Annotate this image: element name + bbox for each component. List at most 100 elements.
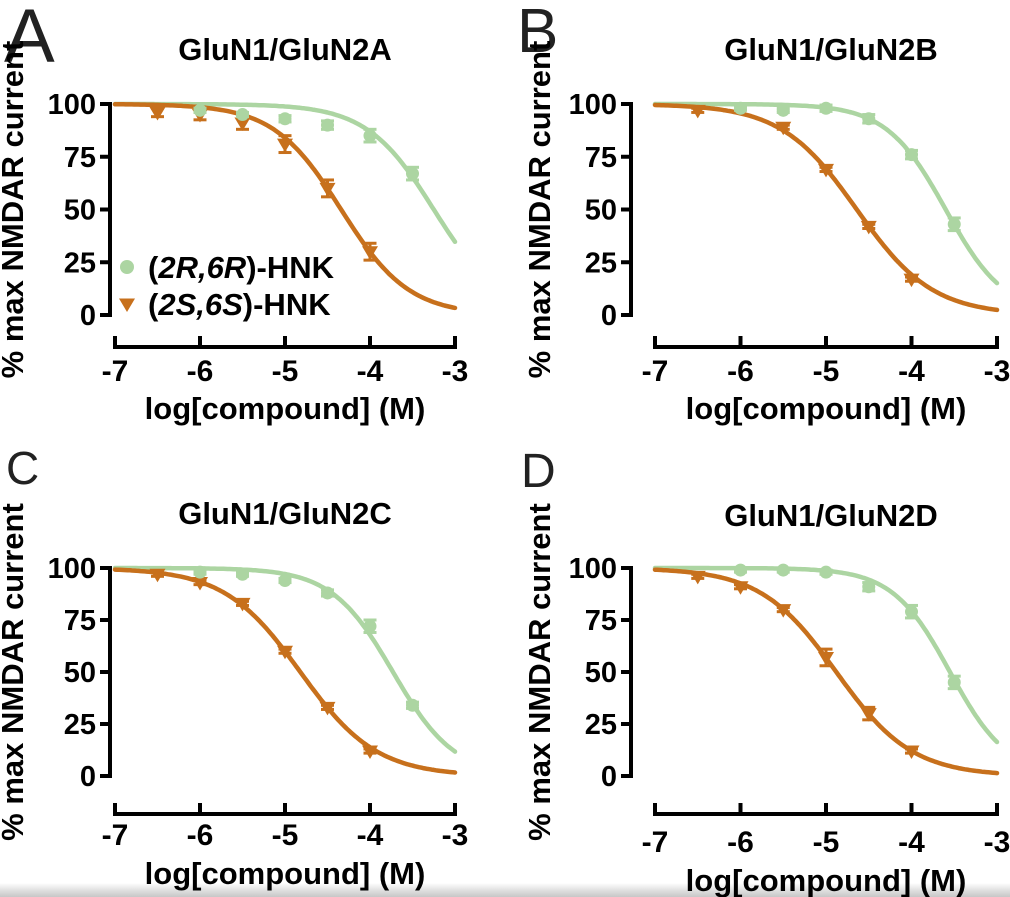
x-tick-label: -5 [272,355,299,388]
data-point-circle-2r6r-hnk [236,567,249,581]
data-point-circle-2r6r-hnk [776,563,790,577]
data-point-circle-2r6r-hnk [278,573,292,587]
x-tick-label: -6 [187,355,214,388]
y-tick-label: 25 [585,709,617,741]
fit-curve-2s6s-hnk [652,567,1000,776]
data-point-circle-2r6r-hnk [862,112,876,126]
data-point-triangle-2s6s-hnk [234,597,251,612]
data-point-triangle-2s6s-hnk [775,604,792,618]
y-tick-label: 75 [64,605,96,637]
y-tick-label: 75 [585,142,617,174]
x-tick-label: -7 [102,355,129,388]
x-tick-label: -7 [642,355,669,388]
data-point-triangle-2s6s-hnk [149,106,166,121]
y-tick-label: 100 [48,89,96,121]
x-tick-label: -7 [642,826,669,859]
data-point-triangle-2s6s-hnk [818,651,834,666]
x-tick-label: -5 [813,826,840,859]
y-tick-label: 25 [585,247,617,279]
data-point-circle-2r6r-hnk [278,112,292,126]
data-point-triangle-2s6s-hnk [732,581,749,595]
data-point-circle-2r6r-hnk [862,580,876,594]
x-tick-label: -3 [984,355,1010,388]
panel-b-chart: B GluN1/GluN2B 100 75 50 25 0 % max NMDAR curre… [517,0,1010,426]
x-tick-label: -5 [813,355,840,388]
data-point-triangle-2s6s-hnk [362,246,378,260]
legend-marker-circle [120,260,134,274]
panel-letter: A [4,0,55,79]
data-point-circle-2r6r-hnk [819,565,833,579]
panel-letter: B [517,0,558,66]
data-point-triangle-2s6s-hnk [903,745,920,760]
data-point-triangle-2s6s-hnk [903,273,920,288]
panel-d-chart: D GluN1/GluN2D 100 75 50 25 0 % max NMDAR curre… [521,445,1010,897]
data-point-triangle-2s6s-hnk [860,708,877,722]
data-point-circle-2r6r-hnk [363,129,377,143]
x-tick-label: -4 [357,819,384,852]
screenshot-bottom-band [0,883,1010,897]
x-tick-label: -3 [984,826,1010,859]
y-tick-label: 100 [48,553,96,585]
data-point-triangle-2s6s-hnk [277,645,293,660]
fit-curve-2r6r-hnk [112,565,458,754]
y-axis-title: % max NMDAR current [0,503,30,841]
data-point-triangle-2s6s-hnk [362,745,378,760]
x-tick-label: -4 [898,826,925,859]
y-tick-label: 50 [585,195,617,227]
data-point-triangle-2s6s-hnk [319,701,336,716]
data-point-triangle-2s6s-hnk [689,570,706,585]
x-axis-title: log[compound] (M) [686,391,967,426]
data-point-circle-2r6r-hnk [193,565,207,579]
x-tick-label: -6 [727,355,754,388]
panel-title: GluN1/GluN2D [724,498,938,533]
x-axis-title: log[compound] (M) [686,863,967,897]
data-point-triangle-2s6s-hnk [689,104,706,119]
data-point-circle-2r6r-hnk [321,118,334,132]
y-tick-label: 0 [80,300,96,332]
panel-title: GluN1/GluN2B [724,32,938,67]
x-axis-title: log[compound] (M) [145,391,426,426]
legend-marker-triangle [119,298,135,312]
data-point-circle-2r6r-hnk [905,605,918,619]
data-point-circle-2r6r-hnk [947,675,961,689]
y-axis-title: % max NMDAR current [522,41,557,379]
data-point-circle-2r6r-hnk [819,101,833,115]
data-point-triangle-2s6s-hnk [149,568,166,583]
data-point-circle-2r6r-hnk [776,103,790,117]
y-axis-title: % max NMDAR current [0,41,30,379]
data-point-circle-2r6r-hnk [406,698,419,712]
y-tick-label: 25 [64,709,96,741]
data-point-triangle-2s6s-hnk [192,577,208,591]
x-tick-label: -7 [102,819,129,852]
panel-letter: C [6,442,39,494]
x-tick-label: -3 [442,355,469,388]
y-tick-label: 25 [64,247,96,279]
y-tick-label: 75 [585,605,617,637]
x-tick-label: -5 [272,819,299,852]
panel-letter: D [521,445,556,498]
panel-title: GluN1/GluN2C [178,496,392,531]
data-point-triangle-2s6s-hnk [234,117,251,131]
x-axis-title: log[compound] (M) [145,856,426,891]
data-point-circle-2r6r-hnk [236,108,249,122]
panel-c-chart: C GluN1/GluN2C 100 75 50 25 0 % max NMDAR curre… [0,442,469,891]
y-tick-label: 100 [569,553,617,585]
x-tick-label: -4 [898,355,925,388]
y-tick-label: 100 [569,89,617,121]
data-point-triangle-2s6s-hnk [818,163,834,178]
x-tick-label: -3 [442,819,469,852]
data-point-circle-2r6r-hnk [363,619,377,633]
data-point-triangle-2s6s-hnk [319,182,336,197]
y-tick-label: 75 [64,142,96,174]
y-axis-title: % max NMDAR current [522,503,557,841]
legend-label: (2R,6R)-HNK [148,250,335,285]
y-tick-label: 50 [64,657,96,689]
data-point-circle-2r6r-hnk [734,563,747,577]
y-tick-label: 0 [601,300,617,332]
fit-curve-2s6s-hnk [112,567,458,775]
data-point-circle-2r6r-hnk [734,101,747,115]
data-point-circle-2r6r-hnk [947,217,961,231]
panel-title: GluN1/GluN2A [178,32,392,67]
fit-curve-2r6r-hnk [652,101,1000,286]
